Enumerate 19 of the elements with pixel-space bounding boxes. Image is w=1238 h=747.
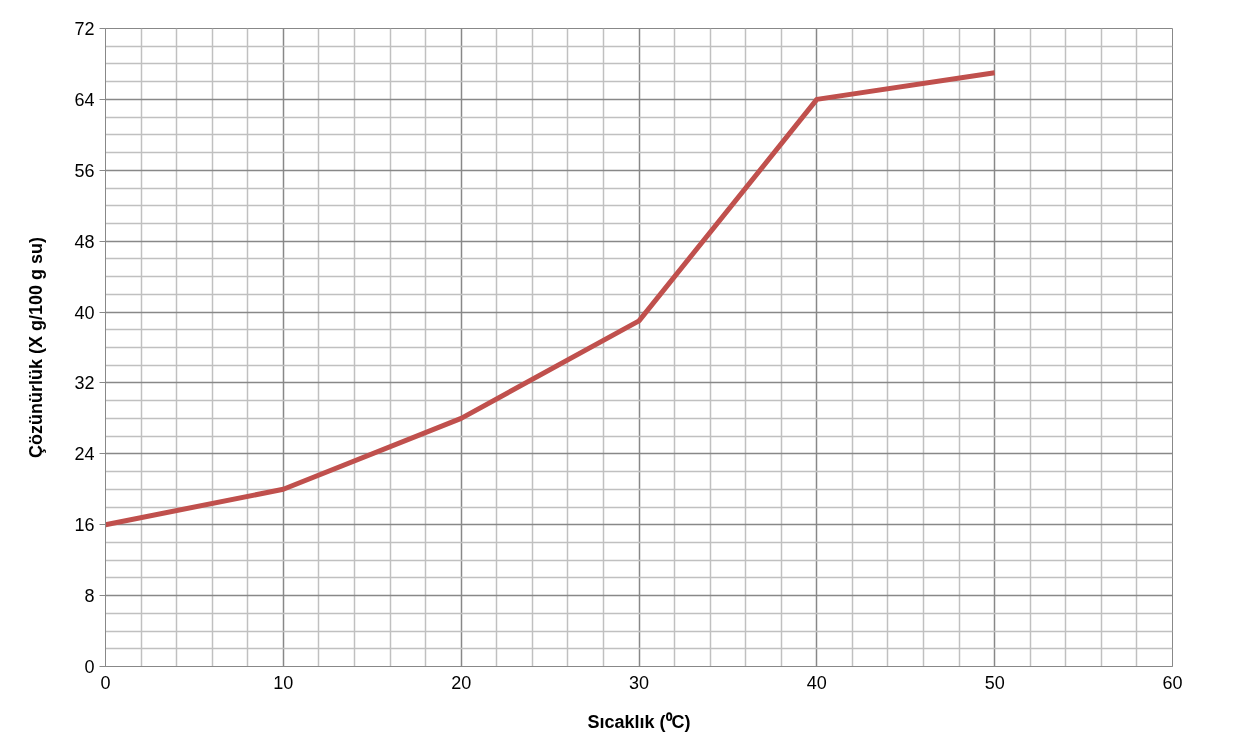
y-tick-label: 64 <box>74 89 95 110</box>
x-tick-label: 60 <box>1162 672 1183 693</box>
x-tick-label: 0 <box>100 672 111 693</box>
y-tick-label: 24 <box>74 444 95 465</box>
x-tick-label: 50 <box>984 672 1005 693</box>
y-tick-label: 56 <box>74 160 95 181</box>
y-tick-label: 8 <box>84 586 95 607</box>
x-tick-label: 10 <box>273 672 294 693</box>
x-tick-label: 40 <box>806 672 827 693</box>
x-axis-title: Sıcaklık (⁰C) <box>587 711 691 732</box>
y-tick-label: 16 <box>74 515 95 536</box>
y-tick-label: 48 <box>74 231 95 252</box>
y-tick-label: 72 <box>74 19 95 39</box>
x-tick-label: 30 <box>628 672 650 693</box>
y-tick-label: 0 <box>84 657 95 677</box>
y-tick-label: 32 <box>74 373 95 394</box>
y-axis-title: Çözünürlük (X g/100 g su) <box>26 236 47 459</box>
x-tick-label: 20 <box>451 672 472 693</box>
y-tick-label: 40 <box>74 302 95 323</box>
